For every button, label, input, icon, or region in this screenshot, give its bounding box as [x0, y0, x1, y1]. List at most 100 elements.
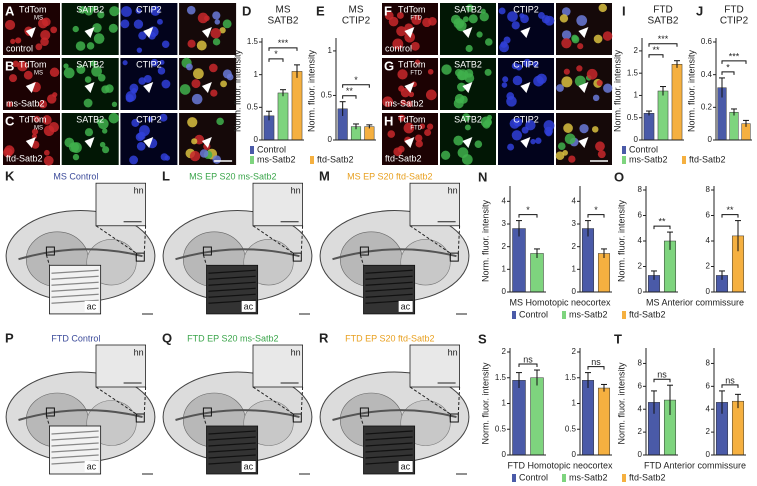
- arrowhead: [201, 137, 212, 148]
- y-tick-label: 0: [638, 287, 643, 296]
- cell: [191, 93, 203, 105]
- sig-bracket: [653, 225, 671, 230]
- legend-label: ftd-Satb2: [689, 154, 726, 164]
- leader-line: [45, 254, 50, 266]
- micro-image: [3, 3, 60, 55]
- inset-label: ac: [87, 461, 97, 471]
- sig-label: *: [594, 205, 598, 215]
- micro-image: [556, 58, 613, 110]
- cell: [102, 146, 110, 154]
- cell: [464, 69, 474, 78]
- cell: [561, 38, 572, 49]
- panel-letter: K: [5, 168, 15, 183]
- bar: [581, 228, 595, 293]
- fiber: [208, 275, 256, 280]
- micro-image: [498, 113, 555, 165]
- legend-label: Control: [519, 309, 548, 319]
- cell: [466, 4, 474, 12]
- cell: [392, 38, 404, 50]
- brain-panel: hn ac P FTD Control: [5, 330, 156, 475]
- arrowhead: [520, 82, 531, 93]
- y-tick-label: 2: [706, 427, 711, 436]
- panel-letter: P: [5, 330, 14, 345]
- cell: [209, 63, 218, 73]
- cell: [410, 41, 420, 51]
- cell: [586, 68, 598, 80]
- model-label: FTD: [410, 126, 422, 132]
- cell: [414, 134, 423, 142]
- y-tick-label: 8: [638, 359, 643, 368]
- panel-title: MS EP S20 ms-Satb2: [189, 171, 276, 181]
- fiber-tract: [332, 248, 457, 261]
- roi-box: [202, 407, 212, 417]
- cell: [593, 34, 603, 44]
- cell: [400, 99, 407, 106]
- stain-label: SATB2: [76, 114, 104, 124]
- caption: FTD Anterior commissure: [644, 460, 746, 470]
- cell: [35, 43, 43, 51]
- cell: [591, 126, 599, 133]
- fiber: [365, 454, 413, 459]
- cell: [404, 31, 415, 43]
- y-tick-label: 1: [502, 264, 507, 273]
- cell: [84, 76, 92, 83]
- arrowhead: [84, 137, 95, 148]
- arrowhead: [578, 27, 589, 38]
- cell: [133, 19, 144, 29]
- cell: [108, 23, 118, 33]
- leader-line: [457, 225, 461, 254]
- inset-label: hn: [134, 347, 144, 357]
- legend-label: ms-Satb2: [569, 309, 608, 319]
- sig-label: ns: [523, 354, 533, 364]
- stain-label: CTIP2: [513, 59, 539, 69]
- cell: [502, 76, 509, 83]
- panel-letter: R: [319, 330, 329, 345]
- cell: [479, 12, 489, 22]
- fiber: [51, 436, 99, 441]
- model-label: FTD: [410, 71, 422, 77]
- cell: [186, 63, 193, 71]
- fiber: [51, 442, 99, 447]
- y-tick-label: 1: [634, 91, 639, 100]
- leader-line: [409, 225, 451, 254]
- y-tick-label: 2: [706, 262, 711, 271]
- legend-swatch: [622, 146, 626, 154]
- inset-label: hn: [448, 347, 458, 357]
- brain-panel: hn ac L MS EP S20 ms-Satb2: [162, 168, 313, 315]
- y-tick-label: 0.4: [701, 70, 713, 79]
- cell: [42, 115, 52, 125]
- fiber: [51, 448, 99, 453]
- model-label: MS: [34, 16, 43, 22]
- cell: [129, 155, 139, 165]
- cell: [63, 63, 69, 69]
- y-axis-label: Norm. fluor. intensity: [616, 362, 626, 445]
- cell: [147, 116, 153, 122]
- micro-image: [3, 113, 60, 166]
- cell: [136, 47, 143, 53]
- arrowhead: [462, 82, 473, 93]
- arrowhead: [201, 27, 212, 38]
- arrowhead: [404, 82, 415, 93]
- y-axis-label: Norm. fluor. intensity: [480, 199, 490, 282]
- cell: [595, 141, 605, 152]
- brain-panel: hn ac K MS Control: [5, 168, 156, 315]
- sig-bracket: [653, 378, 671, 383]
- y-tick-label: 1: [572, 264, 577, 273]
- cell: [544, 126, 553, 136]
- cell: [498, 7, 506, 15]
- y-tick-label: 4: [638, 236, 643, 245]
- micro-image: [440, 113, 496, 165]
- fiber: [208, 430, 256, 435]
- cell: [468, 14, 478, 24]
- cell: [462, 16, 469, 23]
- bar: [364, 126, 375, 141]
- arrowhead: [25, 82, 36, 93]
- y-tick-label: 8: [706, 359, 711, 368]
- cell: [396, 11, 404, 19]
- fiber: [365, 293, 413, 298]
- cell: [199, 149, 209, 158]
- cell: [538, 12, 545, 19]
- cell: [222, 19, 232, 29]
- cell: [398, 114, 406, 122]
- micro-image: [179, 113, 237, 165]
